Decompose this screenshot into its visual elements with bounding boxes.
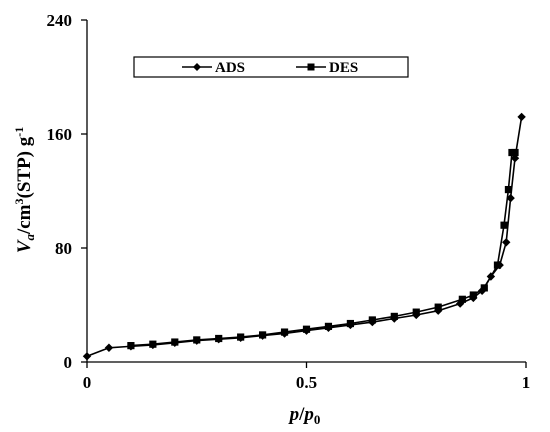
y-title-sup2: -1	[12, 127, 26, 137]
data-point-des	[511, 148, 519, 157]
data-point-ads	[104, 343, 114, 352]
data-point-ads	[82, 352, 92, 361]
x-title-sub: 0	[314, 412, 321, 427]
data-point-des	[500, 221, 508, 229]
data-point-des	[368, 316, 376, 324]
data-point-ads	[517, 112, 526, 122]
y-axis-title: Va/cm3(STP) g-1	[12, 127, 37, 253]
legend-swatch-des-marker	[307, 63, 315, 71]
data-point-des	[215, 334, 223, 343]
data-point-des	[346, 319, 354, 328]
data-point-des	[302, 325, 311, 333]
chart-ticks: 0 80 160 240 0 0.5 1	[47, 11, 531, 392]
y-tick-label: 240	[47, 11, 73, 30]
x-title-p: p	[288, 404, 300, 425]
data-point-des	[493, 261, 502, 269]
data-point-des	[237, 333, 245, 341]
y-title-sup: 3	[12, 199, 26, 205]
data-point-des	[504, 185, 513, 194]
data-point-ads	[502, 238, 511, 247]
data-point-ads	[506, 193, 515, 203]
x-title-slash: /	[298, 404, 305, 425]
data-point-des	[434, 303, 442, 311]
x-tick-label: 0	[83, 373, 92, 392]
y-title-tail: (STP) g	[14, 136, 35, 198]
legend-box	[133, 56, 409, 78]
legend-label-des: DES	[329, 60, 358, 76]
data-point-des	[412, 308, 420, 316]
data-point-des	[390, 312, 398, 320]
y-tick-label: 160	[47, 125, 73, 144]
legend-label-ads: ADS	[215, 60, 245, 76]
data-point-des	[259, 331, 267, 339]
y-title-v: V	[14, 239, 35, 253]
legend-swatch-ads-marker	[193, 63, 201, 71]
legend: ADS DES	[133, 56, 409, 78]
series-line-des	[130, 151, 515, 347]
data-point-des	[280, 328, 289, 336]
data-point-des	[171, 338, 179, 346]
x-tick-label: 1	[522, 373, 531, 392]
x-axis-title: p/p0	[288, 404, 321, 427]
data-point-des	[324, 322, 333, 330]
series-ads	[82, 112, 526, 361]
chart-series-layer	[82, 112, 526, 361]
data-point-des	[469, 291, 477, 299]
y-title-mid: /cm	[14, 204, 35, 235]
data-point-des	[193, 336, 201, 344]
y-tick-label: 80	[55, 239, 72, 258]
x-title-p2: p	[302, 404, 314, 425]
series-line-ads	[86, 116, 523, 358]
series-des	[127, 148, 519, 350]
x-tick-label: 0.5	[296, 373, 317, 392]
data-point-des	[149, 340, 157, 348]
y-title-sub: a	[22, 234, 37, 241]
data-point-des	[458, 295, 466, 303]
data-point-des	[127, 342, 135, 350]
data-point-des	[480, 284, 488, 292]
y-tick-label: 0	[64, 353, 73, 372]
